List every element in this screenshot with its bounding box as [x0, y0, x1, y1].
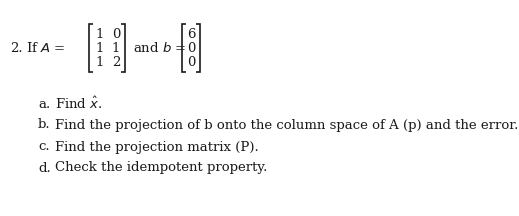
Text: 0: 0	[187, 56, 195, 68]
Text: 2: 2	[112, 56, 120, 68]
Text: Find $\hat{x}$.: Find $\hat{x}$.	[55, 96, 102, 112]
Text: 1: 1	[96, 56, 104, 68]
Text: 2.: 2.	[10, 41, 23, 54]
Text: 1: 1	[96, 27, 104, 41]
Text: If $A$ =: If $A$ =	[26, 41, 65, 55]
Text: Find the projection matrix (P).: Find the projection matrix (P).	[55, 140, 259, 154]
Text: c.: c.	[38, 140, 50, 154]
Text: and $b$ =: and $b$ =	[133, 41, 186, 55]
Text: 1: 1	[112, 41, 120, 54]
Text: a.: a.	[38, 97, 50, 111]
Text: 6: 6	[187, 27, 195, 41]
Text: Find the projection of b onto the column space of A (p) and the error.: Find the projection of b onto the column…	[55, 119, 518, 132]
Text: 1: 1	[96, 41, 104, 54]
Text: d.: d.	[38, 162, 51, 175]
Text: 0: 0	[187, 41, 195, 54]
Text: 0: 0	[112, 27, 120, 41]
Text: Check the idempotent property.: Check the idempotent property.	[55, 162, 267, 175]
Text: b.: b.	[38, 119, 51, 132]
